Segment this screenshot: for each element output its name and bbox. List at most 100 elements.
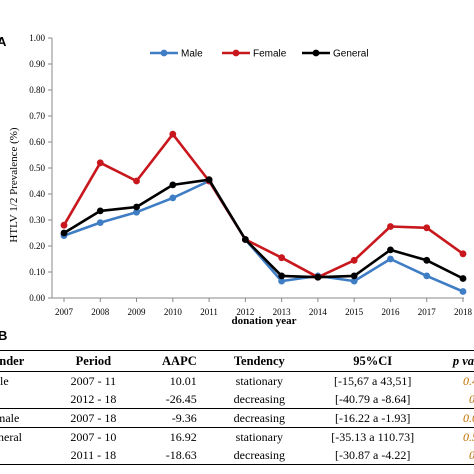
data-point-general [459, 275, 467, 282]
y-tick-label: 0.60 [29, 137, 45, 147]
cell-p-value: 0.020 [435, 408, 474, 428]
x-tick-label: 2010 [164, 307, 183, 317]
y-tick-label: 0.30 [29, 215, 45, 225]
x-tick-label: 2017 [418, 307, 437, 317]
cell-p-value: 0.556 [463, 429, 474, 444]
header-gender: Gender [0, 350, 47, 372]
table-row: 2011 - 18 -18.63 decreasing [-30.87 a -4… [0, 446, 474, 465]
x-tick-label: 2012 [236, 307, 254, 317]
data-point-general [133, 203, 140, 211]
legend-label-female: Female [253, 49, 287, 60]
data-point-male [387, 255, 394, 263]
data-point-male [423, 272, 431, 280]
data-point-female [387, 223, 394, 230]
series-line-general [63, 178, 464, 280]
x-tick-label: 2011 [200, 307, 218, 317]
data-point-female [133, 177, 140, 185]
legend-marker-female [232, 49, 240, 57]
cell-tendency: stationary [235, 429, 283, 444]
data-point-male [278, 277, 286, 285]
y-tick-label: 0.50 [29, 163, 45, 173]
legend-label-general: General [333, 49, 369, 60]
cell-gender: Female [0, 408, 47, 428]
cell-ci: [-15,67 a 43,51] [334, 373, 412, 388]
y-tick-label: 0.20 [29, 241, 45, 251]
cell-ci: [-40.79 a -8.64] [309, 390, 436, 409]
x-tick-label: 2016 [381, 307, 400, 317]
cell-ci: [-16.22 a -1.93] [309, 408, 436, 428]
y-tick-label: 0.90 [29, 59, 45, 69]
data-point-female [350, 256, 358, 264]
cell-period: 2007 - 18 [46, 408, 141, 428]
aapc-table-block: B Gender Period AAPC Tendency 95%CI p va… [0, 328, 474, 474]
data-point-female [60, 221, 68, 229]
table-row: Female 2007 - 18 -9.36 decreasing [-16.2… [0, 408, 474, 428]
y-tick-label: 1.00 [29, 33, 45, 43]
y-tick-marks [48, 37, 464, 302]
cell-aapc: 10.01 [169, 373, 197, 388]
cell-tendency: decreasing [208, 408, 310, 428]
cell-p-value: 0.02 [435, 446, 474, 465]
data-point-general [314, 273, 322, 281]
header-ci: 95%CI [309, 350, 436, 372]
cell-aapc: 16.92 [169, 429, 197, 444]
header-tendency: Tendency [208, 350, 310, 372]
chart-legend: Male Female General [150, 49, 369, 60]
chart-axes: 0.00 0.10 0.20 0.30 0.40 0.50 0.60 0.70 0.80 0.90… [29, 33, 472, 317]
data-point-general [387, 246, 394, 254]
data-point-general [350, 272, 358, 280]
data-point-male [350, 277, 358, 285]
header-period: Period [46, 350, 141, 372]
y-tick-label: 0.40 [29, 189, 45, 199]
x-tick-label: 2008 [91, 307, 110, 317]
x-tick-label: 2014 [309, 307, 328, 317]
cell-ci: [-35.13 a 110.73] [331, 429, 415, 444]
data-point-general [169, 181, 177, 189]
cell-gender: General [0, 429, 22, 444]
series-line-female [62, 132, 464, 279]
cell-p-value: 0.424 [463, 373, 474, 388]
cell-p-value: 0.01 [435, 390, 474, 409]
data-point-general [278, 272, 286, 280]
legend-marker-male [160, 49, 168, 57]
x-tick-label: 2013 [273, 307, 292, 317]
cell-gender [0, 390, 47, 409]
data-point-female [459, 250, 467, 258]
table-header-row: Gender Period AAPC Tendency 95%CI p valu… [0, 350, 474, 372]
panel-b-label: B [0, 328, 8, 343]
aapc-table: Gender Period AAPC Tendency 95%CI p valu… [0, 350, 474, 465]
data-point-female [169, 130, 177, 138]
y-tick-label: 0.70 [29, 111, 45, 121]
table-row: 2012 - 18 -26.45 decreasing [-40.79 a -8… [0, 390, 474, 409]
cell-period: 2012 - 18 [46, 390, 141, 409]
header-aapc: AAPC [140, 350, 209, 372]
table-row: Male 2007 - 11 10.01 stationary [-15,67 … [0, 372, 474, 391]
cell-aapc: -26.45 [140, 390, 209, 409]
legend-marker-general [312, 49, 320, 57]
panel-a-label: A [0, 34, 7, 49]
x-axis-title: donation year [231, 315, 296, 327]
series-line-male [63, 179, 464, 293]
x-tick-label: 2007 [55, 307, 74, 317]
cell-period: 2011 - 18 [46, 446, 141, 465]
cell-gender: Male [0, 373, 9, 388]
y-axis-title: HTLV 1/2 Prevalence (%) [8, 127, 20, 242]
y-tick-label: 0.10 [29, 267, 45, 277]
data-point-male [96, 219, 104, 227]
data-point-general [241, 236, 249, 243]
data-point-general [423, 256, 431, 264]
data-point-male [169, 194, 177, 202]
legend-label-male: Male [181, 49, 203, 60]
cell-gender [0, 446, 47, 465]
cell-period: 2007 - 10 [70, 429, 117, 444]
data-point-male [133, 208, 140, 216]
prevalence-line-chart: A 0.000.100.200.300.400.500.600.700.800.… [0, 33, 473, 327]
cell-aapc: -18.63 [140, 446, 209, 465]
series-layer [60, 130, 467, 295]
y-tick-label: 0.00 [29, 293, 45, 303]
data-point-general [205, 176, 213, 184]
cell-period: 2007 - 11 [70, 373, 117, 388]
header-p-value: p value [435, 350, 474, 372]
x-tick-label: 2018 [454, 307, 473, 317]
cell-tendency: decreasing [208, 446, 310, 465]
